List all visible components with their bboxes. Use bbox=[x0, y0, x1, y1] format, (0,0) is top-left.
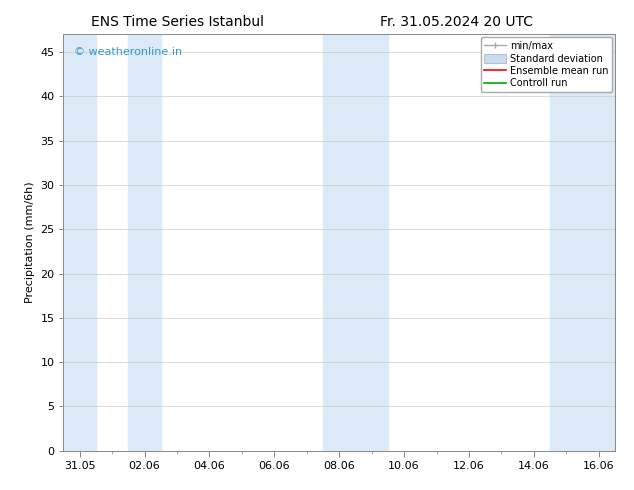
Text: © weatheronline.in: © weatheronline.in bbox=[74, 47, 183, 57]
Bar bbox=[128, 34, 161, 451]
Bar bbox=[63, 34, 96, 451]
Text: ENS Time Series Istanbul: ENS Time Series Istanbul bbox=[91, 15, 264, 29]
Bar bbox=[323, 34, 388, 451]
Bar bbox=[550, 34, 615, 451]
Legend: min/max, Standard deviation, Ensemble mean run, Controll run: min/max, Standard deviation, Ensemble me… bbox=[481, 37, 612, 92]
Text: Fr. 31.05.2024 20 UTC: Fr. 31.05.2024 20 UTC bbox=[380, 15, 533, 29]
Y-axis label: Precipitation (mm/6h): Precipitation (mm/6h) bbox=[25, 182, 35, 303]
